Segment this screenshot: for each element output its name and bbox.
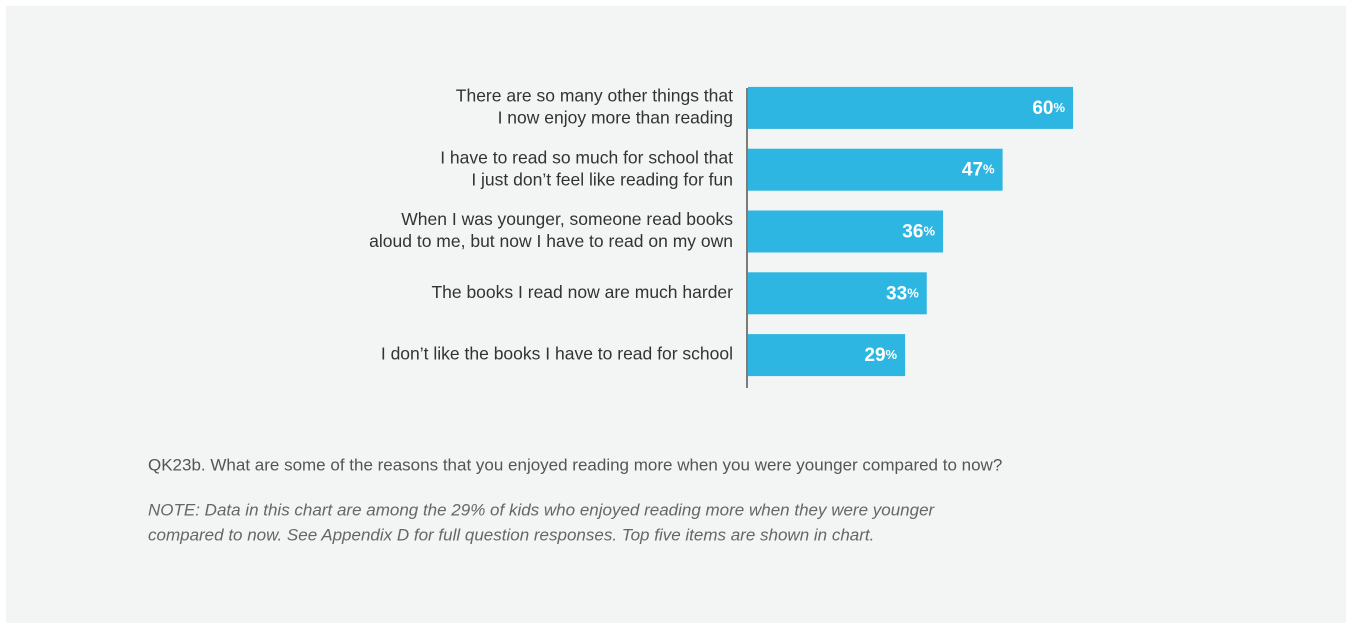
- note-line: NOTE: Data in this chart are among the 2…: [148, 500, 936, 519]
- category-label: I have to read so much for school that: [440, 147, 733, 167]
- value-label: 36%: [902, 222, 935, 243]
- bar: [748, 148, 1003, 191]
- category-label: aloud to me, but now I have to read on m…: [369, 231, 733, 251]
- category-label: I just don’t feel like reading for fun: [471, 169, 733, 189]
- category-label: When I was younger, someone read books: [401, 209, 733, 229]
- category-label: There are so many other things that: [456, 86, 733, 106]
- bar: [748, 86, 1074, 129]
- note-line: compared to now. See Appendix D for full…: [148, 525, 874, 544]
- category-label: I now enjoy more than reading: [498, 108, 733, 128]
- value-label: 60%: [1032, 98, 1065, 119]
- value-label: 47%: [962, 160, 995, 181]
- panel: [6, 6, 1346, 623]
- value-label: 29%: [864, 345, 897, 366]
- bar: [748, 272, 927, 315]
- bar: [748, 210, 944, 253]
- value-label: 33%: [886, 283, 919, 304]
- category-label: I don’t like the books I have to read fo…: [381, 344, 733, 364]
- question: QK23b. What are some of the reasons that…: [148, 455, 1002, 474]
- category-label: The books I read now are much harder: [431, 282, 733, 302]
- bar: [748, 334, 906, 377]
